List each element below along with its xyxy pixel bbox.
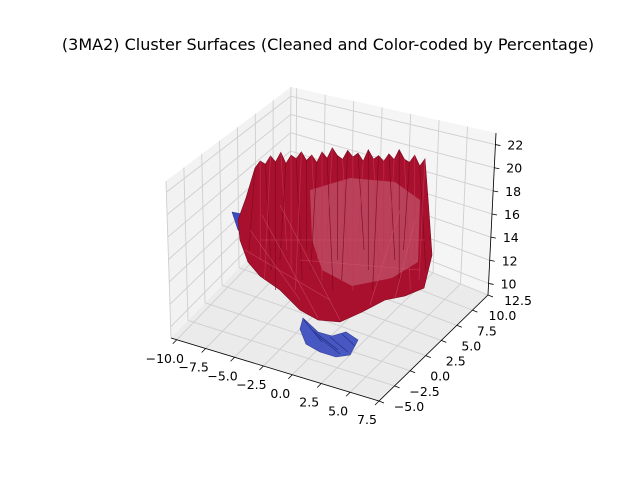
x-tick-label: −7.5 <box>178 360 208 375</box>
surface-red-facet <box>279 204 341 321</box>
y-tick-label: −2.5 <box>409 384 439 399</box>
z-tick-mark <box>490 236 496 239</box>
surface-blue-facet <box>341 333 356 347</box>
grid-z-back <box>290 95 496 146</box>
tick-labels: −10.0−7.5−5.0−2.50.02.55.07.5−5.0−2.50.0… <box>146 138 532 427</box>
surface-layer <box>231 147 433 358</box>
surface-red-facet <box>264 155 271 281</box>
y-tick-label: 0.0 <box>430 369 450 384</box>
grid-z-left <box>167 132 291 238</box>
y-tick-label: 7.5 <box>477 323 497 338</box>
x-tick-mark <box>374 400 380 406</box>
x-tick-mark <box>172 339 178 345</box>
surface-red-facet <box>326 158 334 291</box>
x-tick-mark <box>288 374 293 380</box>
z-tick-label: 18 <box>505 184 521 199</box>
y-tick-mark <box>487 294 494 298</box>
z-tick-mark <box>488 283 494 285</box>
axes-layer <box>170 132 501 406</box>
surface-red-inner <box>310 178 420 286</box>
z-tick-label: 16 <box>504 207 520 222</box>
z-tick-label: 12 <box>502 253 518 268</box>
surface-blue-cluster <box>299 317 359 358</box>
surface-blue-facet <box>314 333 341 355</box>
x-tick-label: 2.5 <box>299 395 319 410</box>
grid-z-left <box>166 114 292 215</box>
surface-red-facet <box>261 214 319 319</box>
y-tick-label: 2.5 <box>446 354 466 369</box>
surface-blue-facet <box>311 329 339 351</box>
z-tick-label: 20 <box>506 161 522 176</box>
surface-red-facet <box>369 209 401 306</box>
surface-red-facet <box>387 159 395 271</box>
x-axis-line <box>170 337 380 402</box>
surface-red-facet <box>419 166 427 271</box>
surface-red-facet <box>404 159 411 291</box>
y-tick-mark <box>378 400 385 404</box>
z-tick-label: 22 <box>507 138 523 153</box>
y-tick-label: 10.0 <box>489 308 517 323</box>
surface-red-facet <box>325 147 333 251</box>
z-tick-mark <box>491 213 498 216</box>
y-tick-mark <box>394 385 400 389</box>
grid-z-left <box>166 95 292 193</box>
grid-y-floor <box>187 319 395 387</box>
z-tick-mark <box>489 259 495 262</box>
surface-red-facet <box>299 259 421 271</box>
y-tick-label: −5.0 <box>394 399 424 414</box>
surface-red-facet <box>418 158 426 281</box>
surface-red-facet <box>394 219 416 299</box>
x-tick-label: 5.0 <box>328 403 348 418</box>
surface-red-facet <box>295 151 302 291</box>
x-tick-label: 0.0 <box>270 386 290 401</box>
surface-red-facet <box>295 158 303 281</box>
x-tick-mark <box>345 391 351 397</box>
x-tick-mark <box>259 365 264 371</box>
y-tick-label: 5.0 <box>461 338 481 353</box>
y-tick-label: 12.5 <box>504 293 532 308</box>
surface-red-facet <box>388 153 396 261</box>
surface-red-facet <box>310 162 318 271</box>
y-tick-mark <box>472 309 478 313</box>
surface-blue-facet <box>329 336 349 353</box>
surface-red-facet <box>248 167 256 251</box>
y-tick-mark <box>441 340 447 343</box>
surface-red-facet <box>403 162 410 251</box>
surface-red-facet <box>264 164 272 271</box>
y-tick-mark <box>409 370 416 374</box>
surface-red-facet <box>341 150 349 281</box>
x-tick-label: −10.0 <box>146 351 184 366</box>
surface-red-facet <box>372 155 379 291</box>
grid-z-back <box>290 113 495 169</box>
x-tick-label: 7.5 <box>357 412 377 427</box>
z-tick-label: 14 <box>503 230 519 245</box>
x-tick-label: −5.0 <box>207 368 237 383</box>
pane-left <box>166 87 291 338</box>
z-axis-line <box>487 132 497 296</box>
grid-x-floor <box>349 283 461 393</box>
x-tick-mark <box>201 348 206 353</box>
y-tick-mark <box>456 324 463 328</box>
surface-red-facet <box>311 154 319 261</box>
x-tick-mark <box>230 356 235 362</box>
surface-red-facet <box>373 159 380 281</box>
x-tick-mark <box>316 383 322 388</box>
z-tick-mark <box>493 190 499 193</box>
surface-red-facet <box>342 159 349 271</box>
z-tick-mark <box>495 144 501 146</box>
surface-red-facet <box>356 161 364 261</box>
z-tick-label: 10 <box>501 276 517 291</box>
y-tick-mark <box>425 355 431 358</box>
chart-title: (3MA2) Cluster Surfaces (Cleaned and Col… <box>62 35 594 54</box>
surface-red-facet <box>244 249 331 301</box>
surface-red-facet <box>249 229 301 301</box>
y-axis-line <box>378 294 489 402</box>
z-tick-mark <box>494 167 500 170</box>
surface-red-facet <box>279 163 287 261</box>
x-tick-label: −2.5 <box>236 377 266 392</box>
